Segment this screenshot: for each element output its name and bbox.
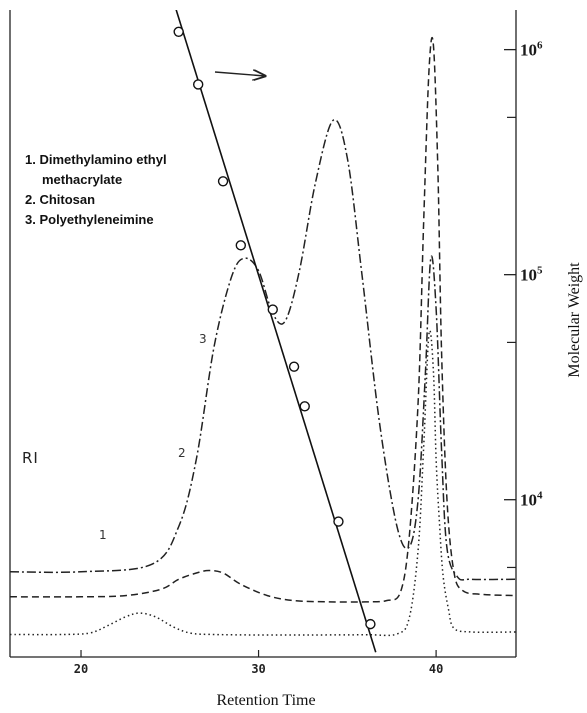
calibration-point	[288, 361, 300, 372]
calibration-point	[333, 516, 344, 527]
series-line-3	[10, 118, 516, 581]
ri-label: RI	[22, 449, 39, 467]
calibration-point	[299, 401, 310, 412]
legend-line-4: 3. Polyethyleneimine	[25, 212, 154, 227]
legend: 1. Dimethylamino ethyl methacrylate 2. C…	[25, 152, 167, 227]
legend-line-3: 2. Chitosan	[25, 192, 95, 207]
y-axis-title: Molecular Weight	[566, 262, 583, 378]
direction-arrow	[214, 72, 265, 76]
calibration-point	[173, 26, 184, 38]
x-tick-label: 20	[74, 662, 88, 676]
curve-label-1: 1	[99, 528, 107, 542]
series-line-2	[10, 37, 516, 603]
y-tick-label: 104	[520, 490, 543, 510]
curve-label-2: 2	[178, 446, 186, 460]
calibration-point	[192, 79, 204, 90]
plot-frame	[9, 10, 517, 658]
curve-label-3: 3	[199, 332, 207, 346]
y-tick-label: 105	[520, 265, 543, 285]
arrow-shaft	[214, 72, 265, 76]
calibration-layer	[173, 10, 377, 653]
x-axis-ticks: 20 30 40	[74, 650, 443, 676]
x-tick-label: 40	[429, 662, 443, 676]
calibration-point	[217, 176, 229, 187]
series-line-1	[10, 329, 516, 637]
legend-line-1: 1. Dimethylamino ethyl	[25, 152, 167, 167]
y-tick-exponent: 4	[537, 490, 543, 502]
y-axis-ticks: 104 105 106	[504, 40, 543, 569]
x-tick-label: 30	[251, 662, 265, 676]
x-axis-title: Retention Time	[216, 692, 315, 709]
y-tick-exponent: 5	[537, 265, 543, 277]
calibration-point	[365, 618, 376, 630]
legend-line-2: methacrylate	[42, 172, 122, 187]
calibration-point	[267, 304, 278, 315]
series-layer	[10, 37, 516, 637]
y-tick-exponent: 6	[537, 40, 543, 52]
y-tick-label: 106	[520, 40, 543, 60]
calibration-point	[235, 240, 247, 251]
calibration-line	[175, 10, 377, 653]
